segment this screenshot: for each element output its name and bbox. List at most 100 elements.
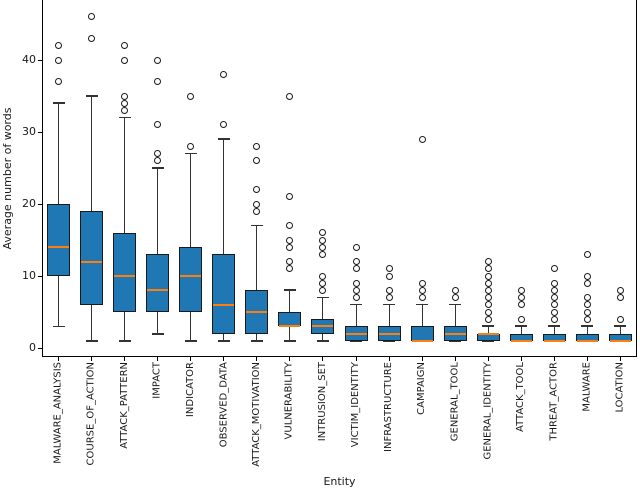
outlier-point xyxy=(418,286,426,294)
cap-upper xyxy=(250,224,263,227)
whisker-upper xyxy=(553,326,555,334)
cap-lower xyxy=(316,340,329,342)
x-tick-label: VICTIM_IDENTITY xyxy=(350,362,362,448)
x-tick-label: ATTACK_TOOL xyxy=(515,362,527,432)
whisker-upper xyxy=(388,304,390,327)
median-line xyxy=(411,339,433,342)
outlier-point xyxy=(583,250,591,258)
whisker-upper xyxy=(289,290,291,312)
x-tick-label: VULNERABILITY xyxy=(283,362,295,440)
whisker-upper xyxy=(487,326,489,334)
outlier-point xyxy=(418,135,426,143)
median-line xyxy=(48,246,70,249)
y-tick-label: 40 xyxy=(22,53,36,66)
x-tick-label: COURSE_OF_ACTION xyxy=(85,362,97,466)
box xyxy=(476,333,500,341)
whisker-upper xyxy=(58,103,60,204)
median-line xyxy=(378,332,400,335)
cap-lower xyxy=(85,340,98,342)
median-line xyxy=(510,339,532,342)
cap-upper xyxy=(283,289,296,291)
x-tick-mark xyxy=(487,357,489,361)
median-line xyxy=(180,275,202,277)
x-tick-label: CAMPAIGN xyxy=(416,362,428,415)
whisker-upper xyxy=(157,168,159,255)
cap-lower xyxy=(151,333,164,335)
outlier-point xyxy=(286,222,294,230)
outlier-point xyxy=(484,301,492,309)
cap-upper xyxy=(614,325,627,327)
cap-upper xyxy=(548,325,561,327)
outlier-point xyxy=(550,265,558,273)
x-tick-label: MALWARE_ANALYSIS xyxy=(52,362,64,464)
outlier-point xyxy=(319,236,327,244)
x-tick-mark xyxy=(289,357,291,361)
outlier-point xyxy=(550,279,558,287)
cap-upper xyxy=(515,325,528,327)
y-tick-label: 0 xyxy=(29,341,36,354)
y-tick-label: 20 xyxy=(22,197,36,210)
plot-area xyxy=(42,0,637,357)
y-tick-label: 10 xyxy=(22,269,36,282)
outlier-point xyxy=(154,78,162,86)
cap-upper xyxy=(118,116,131,119)
outlier-point xyxy=(55,56,63,64)
outlier-point xyxy=(352,265,360,273)
outlier-point xyxy=(550,315,558,323)
outlier-point xyxy=(385,286,393,294)
median-line xyxy=(444,332,466,335)
outlier-point xyxy=(385,272,393,280)
outlier-point xyxy=(484,265,492,273)
x-tick-label: ATTACK_MOTIVATION xyxy=(250,362,262,467)
outlier-point xyxy=(220,121,228,129)
x-tick-label: IMPACT xyxy=(151,362,163,399)
x-axis-label: Entity xyxy=(323,475,356,488)
x-tick-mark xyxy=(124,357,126,361)
whisker-upper xyxy=(586,326,588,334)
x-tick-label: INDICATOR xyxy=(184,362,196,418)
outlier-point xyxy=(55,42,63,50)
x-tick-mark xyxy=(520,357,522,361)
whisker-upper xyxy=(190,153,192,248)
cap-upper xyxy=(383,303,396,306)
box xyxy=(47,204,71,276)
outlier-point xyxy=(517,315,525,323)
outlier-point xyxy=(616,315,624,323)
outlier-point xyxy=(154,150,162,158)
whisker-lower xyxy=(223,333,225,341)
outlier-point xyxy=(319,286,327,294)
x-tick-mark xyxy=(58,357,60,361)
x-tick-label: INTRUSION_SET xyxy=(316,362,328,442)
outlier-point xyxy=(550,286,558,294)
whisker-upper xyxy=(355,304,357,327)
outlier-point xyxy=(583,272,591,280)
outlier-point xyxy=(484,279,492,287)
x-tick-mark xyxy=(355,357,357,361)
box xyxy=(179,247,203,312)
x-tick-mark xyxy=(190,357,192,361)
x-tick-label: GENERAL_IDENTITY xyxy=(482,362,494,460)
outlier-point xyxy=(583,315,591,323)
median-line xyxy=(147,289,169,292)
outlier-point xyxy=(121,106,129,114)
outlier-point xyxy=(352,279,360,287)
outlier-point xyxy=(451,294,459,302)
outlier-point xyxy=(286,236,294,244)
x-tick-mark xyxy=(553,357,555,361)
outlier-point xyxy=(484,294,492,302)
outlier-point xyxy=(616,294,624,302)
cap-lower xyxy=(482,340,495,342)
outlier-point xyxy=(352,294,360,302)
cap-upper xyxy=(449,303,462,306)
x-tick-mark xyxy=(91,357,93,361)
box xyxy=(113,232,137,312)
median-line xyxy=(609,339,631,342)
outlier-point xyxy=(418,279,426,287)
whisker-lower xyxy=(256,333,258,341)
x-tick-label: LOCATION xyxy=(614,362,626,413)
x-tick-mark xyxy=(322,357,324,361)
outlier-point xyxy=(286,258,294,266)
cap-upper xyxy=(350,303,363,306)
outlier-point xyxy=(484,315,492,323)
outlier-point xyxy=(550,301,558,309)
